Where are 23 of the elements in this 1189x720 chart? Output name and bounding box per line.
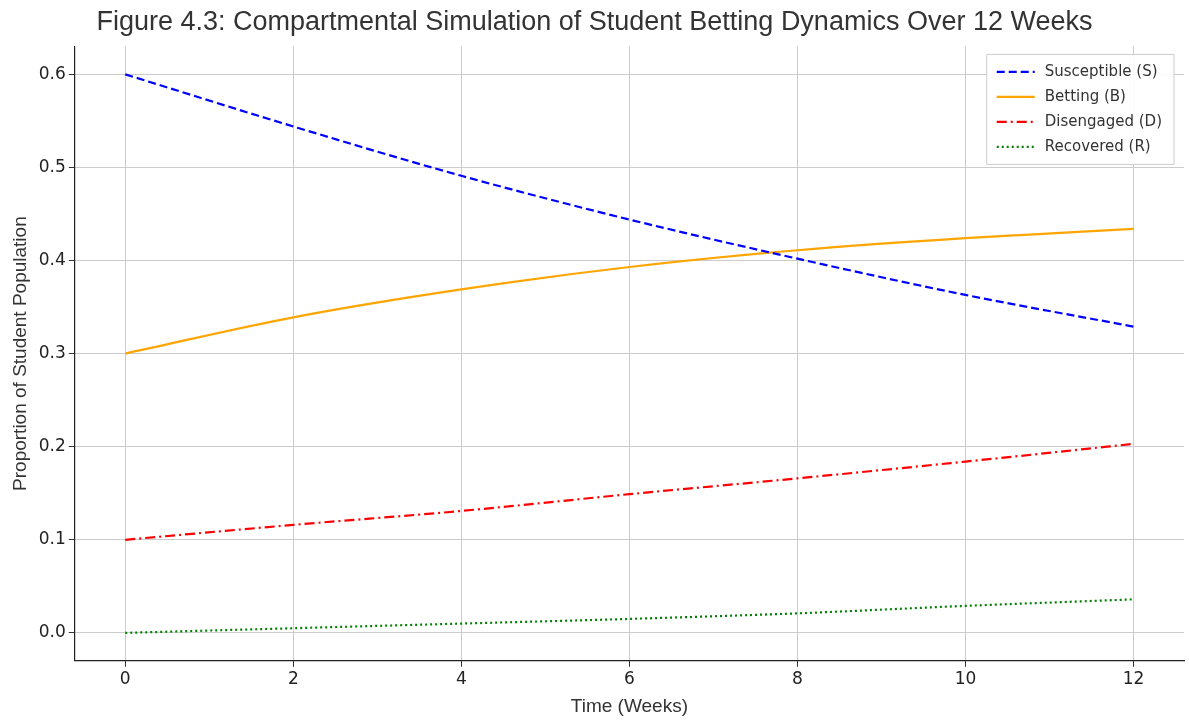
x-tick-label: 10 <box>954 668 977 689</box>
y-tick-label: 0.1 <box>38 528 66 549</box>
x-tick-label: 2 <box>287 668 299 689</box>
line-series <box>124 227 1135 355</box>
x-tick-label: 4 <box>455 668 467 689</box>
legend-label: Susceptible (S) <box>1044 61 1158 80</box>
line-series <box>124 598 1135 634</box>
y-axis-title: Proportion of Student Population <box>8 216 30 491</box>
y-tick-label: 0.6 <box>38 62 66 83</box>
legend-label: Disengaged (D) <box>1044 111 1163 130</box>
y-tick-label: 0.0 <box>38 621 66 642</box>
y-tick-label: 0.5 <box>38 155 66 176</box>
x-axis-title: Time (Weeks) <box>570 694 689 716</box>
chart-title: Figure 4.3: Compartmental Simulation of Student Betting Dynamics Over 12 Weeks <box>96 5 1093 36</box>
legend-label: Recovered (R) <box>1044 136 1151 155</box>
x-tick-label: 8 <box>792 668 803 689</box>
y-tick-label: 0.4 <box>38 248 66 269</box>
y-tick-label: 0.3 <box>38 342 66 363</box>
legend-label: Betting (B) <box>1044 86 1126 105</box>
y-tick-label: 0.2 <box>38 435 66 456</box>
x-tick-label: 6 <box>624 668 635 689</box>
x-tick-label: 0 <box>119 668 131 689</box>
x-tick-label: 12 <box>1122 668 1145 689</box>
